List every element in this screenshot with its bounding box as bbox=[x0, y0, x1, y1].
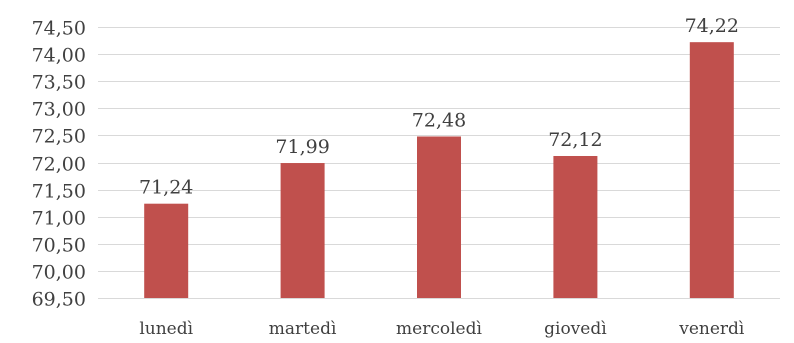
y-tick-label: 71,00 bbox=[32, 208, 86, 230]
bar bbox=[280, 163, 325, 298]
bar bbox=[144, 203, 189, 298]
y-tick-label: 71,50 bbox=[32, 181, 86, 203]
x-category-label: lunedì bbox=[139, 319, 193, 339]
data-labels: 71,24 71,99 72,48 72,12 74,22 bbox=[139, 15, 739, 199]
bar bbox=[689, 42, 734, 299]
y-tick-label: 74,50 bbox=[32, 18, 86, 40]
y-tick-label: 72,50 bbox=[32, 126, 86, 148]
y-tick-label: 72,00 bbox=[32, 154, 86, 176]
data-label: 72,12 bbox=[548, 129, 602, 151]
y-axis-tick-labels: 69,50 70,00 70,50 71,00 71,50 72,00 72,50 73,00… bbox=[32, 18, 86, 311]
bars bbox=[144, 42, 734, 299]
data-label: 74,22 bbox=[685, 15, 739, 37]
bar bbox=[553, 155, 598, 298]
x-category-label: mercoledì bbox=[396, 319, 482, 339]
data-label: 71,99 bbox=[275, 136, 329, 158]
category-labels: lunedì martedì mercoledì giovedì venerdì bbox=[139, 319, 745, 339]
y-tick-label: 73,00 bbox=[32, 99, 86, 121]
data-label: 72,48 bbox=[412, 109, 466, 131]
y-tick-label: 70,50 bbox=[32, 235, 86, 257]
bar bbox=[417, 136, 461, 298]
y-tick-label: 69,50 bbox=[32, 289, 86, 311]
x-category-label: venerdì bbox=[678, 319, 745, 339]
y-tick-label: 74,00 bbox=[32, 45, 86, 67]
y-tick-label: 70,00 bbox=[32, 262, 86, 284]
y-tick-label: 73,50 bbox=[32, 72, 86, 94]
x-category-label: giovedì bbox=[544, 319, 607, 339]
data-label: 71,24 bbox=[139, 177, 193, 199]
x-category-label: martedì bbox=[269, 319, 337, 339]
